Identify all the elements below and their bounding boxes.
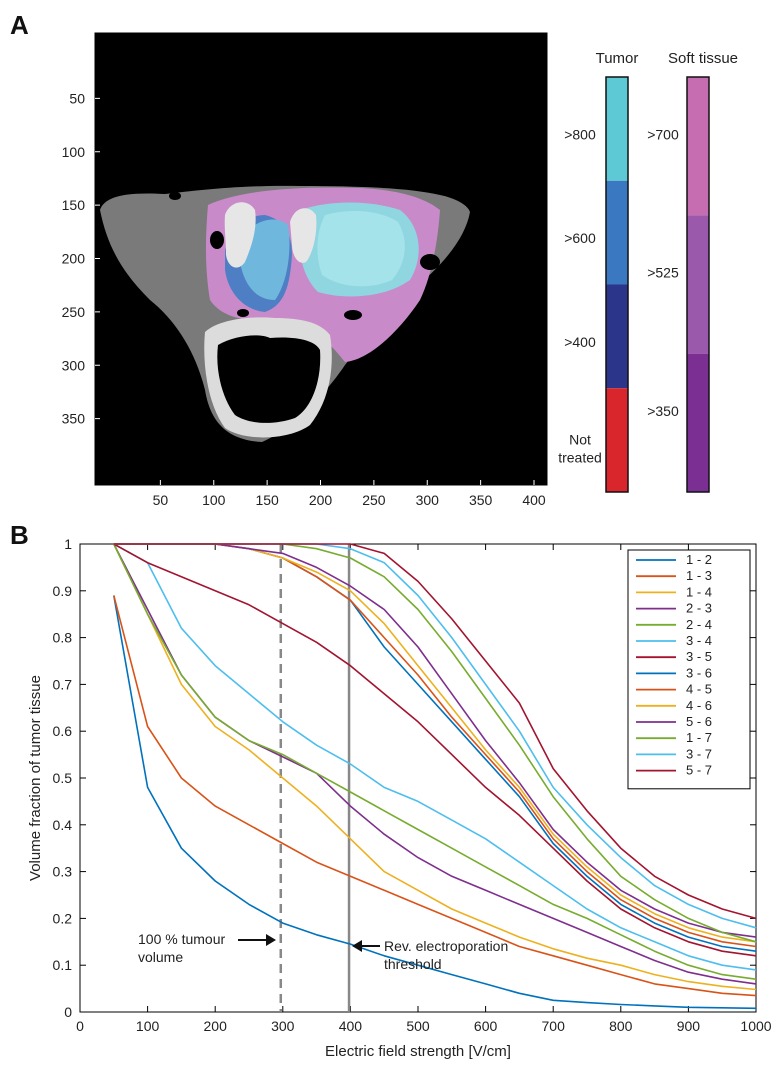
annotation-tumour-line1: 100 % tumour: [138, 931, 225, 947]
legend-entry: 3 - 5: [686, 649, 712, 664]
tumor-legend-title: Tumor: [596, 50, 639, 67]
panel-a-x-tick-label: 150: [255, 492, 279, 508]
panel-a-y-tick-label: 300: [62, 357, 86, 373]
annotation-tumour-line2: volume: [138, 949, 183, 965]
soft-tissue-colorbar-segment: [687, 354, 709, 492]
tumor-colorbar-label: Not: [569, 432, 591, 448]
panel-a-x-tick-label: 100: [202, 492, 226, 508]
y-tick-label: 0.1: [53, 957, 73, 973]
x-tick-label: 400: [339, 1018, 363, 1034]
y-tick-label: 0.3: [53, 864, 73, 880]
y-tick-label: 0: [64, 1004, 72, 1020]
panel-a-y-tick-label: 50: [69, 90, 85, 106]
panel-a-y-tick-label: 250: [62, 304, 86, 320]
panel-a-y-ticks: 50 100 150 200 250 300 350: [62, 90, 100, 426]
panel-a-y-tick-label: 150: [62, 197, 86, 213]
legend-entry: 3 - 7: [686, 746, 712, 761]
tumor-colorbar-segment: [606, 285, 628, 389]
soft-tissue-colorbar-label: >700: [647, 126, 679, 142]
legend-entry: 5 - 7: [686, 763, 712, 778]
y-tick-label: 0.4: [53, 817, 73, 833]
panel-a-y-tick-label: 200: [62, 251, 86, 267]
tumor-colorbar-segment: [606, 181, 628, 285]
tumor-colorbar: >800 >600 >400 Not treated: [558, 77, 628, 492]
x-tick-label: 100: [136, 1018, 160, 1034]
panel-a-x-tick-label: 350: [469, 492, 493, 508]
legend-entry: 1 - 2: [686, 552, 712, 567]
legend-entry: 1 - 7: [686, 730, 712, 745]
tumor-colorbar-label: >600: [564, 230, 596, 246]
soft-tissue-colorbar-label: >525: [647, 265, 679, 281]
x-tick-label: 200: [204, 1018, 228, 1034]
y-axis-label: Volume fraction of tumor tissue: [27, 675, 44, 881]
soft-tissue-colorbar-label: >350: [647, 403, 679, 419]
legend: 1 - 21 - 31 - 4 2 - 32 - 43 - 43 - 53 - 6…: [628, 550, 750, 789]
soft-tissue-legend-title: Soft tissue: [668, 50, 738, 67]
x-tick-label: 500: [406, 1018, 430, 1034]
panel-a-x-tick-label: 250: [362, 492, 386, 508]
legend-entry: 2 - 4: [686, 617, 712, 632]
x-tick-label: 0: [76, 1018, 84, 1034]
y-tick-label: 0.7: [53, 676, 73, 692]
legend-entry: 3 - 4: [686, 633, 712, 648]
soft-tissue-colorbar-segment: [687, 215, 709, 353]
y-tick-label: 0.6: [53, 723, 73, 739]
x-tick-label: 300: [271, 1018, 295, 1034]
y-tick-label: 0.2: [53, 910, 73, 926]
soft-tissue-colorbar-segment: [687, 77, 709, 215]
legend-entry: 4 - 6: [686, 698, 712, 713]
legend-entry: 4 - 5: [686, 682, 712, 697]
ct-image: [95, 33, 547, 485]
x-axis-label: Electric field strength [V/cm]: [325, 1043, 511, 1060]
y-tick-label: 0.5: [53, 770, 73, 786]
x-tick-label: 1000: [740, 1018, 771, 1034]
legend-entry: 1 - 3: [686, 568, 712, 583]
tumor-colorbar-label: >800: [564, 126, 596, 142]
panel-a-x-tick-label: 200: [309, 492, 333, 508]
x-tick-label: 700: [542, 1018, 566, 1034]
x-tick-label: 900: [677, 1018, 701, 1034]
x-tick-label: 800: [609, 1018, 633, 1034]
y-tick-label: 0.9: [53, 583, 73, 599]
panel-a-x-tick-label: 300: [416, 492, 440, 508]
tumor-colorbar-segment: [606, 388, 628, 492]
tumor-colorbar-segment: [606, 77, 628, 181]
legend-entry: 2 - 3: [686, 601, 712, 616]
annotation-rev-line1: Rev. electroporation: [384, 938, 508, 954]
y-tick-label: 1: [64, 536, 72, 552]
tumor-colorbar-label: >400: [564, 334, 596, 350]
legend-entry: 1 - 4: [686, 584, 712, 599]
panel-a-x-tick-label: 50: [153, 492, 169, 508]
x-tick-label: 600: [474, 1018, 498, 1034]
tumor-colorbar-label: treated: [558, 450, 602, 466]
panel-b-chart: 0 100 200 300 400 500 600 700 800 900 1000 0 0.1 0.2…: [0, 528, 781, 1066]
panel-a-x-tick-label: 400: [522, 492, 546, 508]
panel-a-y-tick-label: 100: [62, 144, 86, 160]
soft-tissue-colorbar: >700 >525 >350: [647, 77, 709, 492]
legend-entry: 3 - 6: [686, 665, 712, 680]
panel-a-y-tick-label: 350: [62, 411, 86, 427]
y-tick-label: 0.8: [53, 630, 73, 646]
panel-a-figure: 50 100 150 200 250 300 350 400 50 100 150 200 250 30…: [0, 0, 781, 525]
annotation-rev-line2: threshold: [384, 956, 442, 972]
legend-entry: 5 - 6: [686, 714, 712, 729]
